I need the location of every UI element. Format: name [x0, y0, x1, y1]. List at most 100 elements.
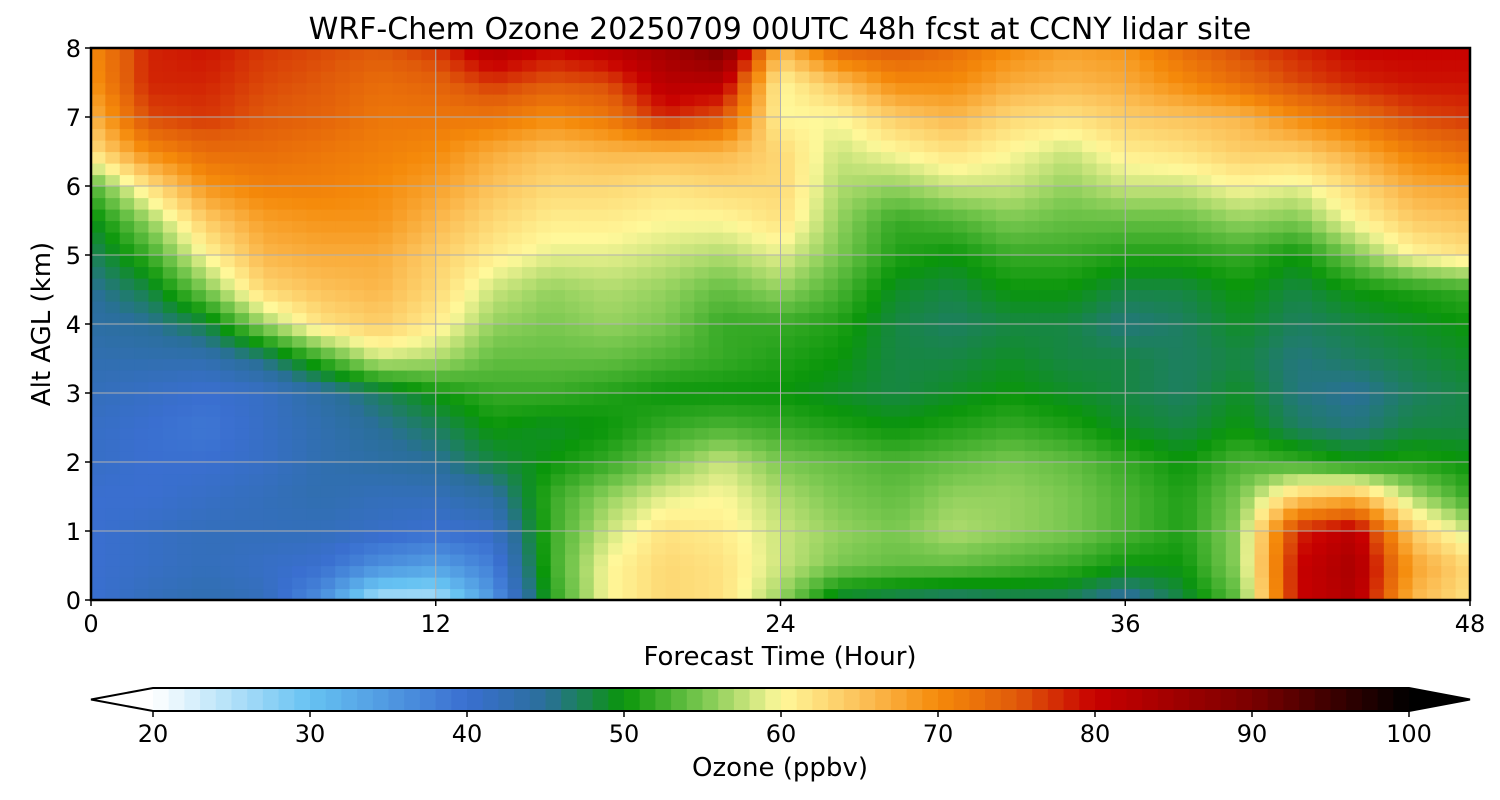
heatmap-cell [421, 301, 437, 314]
heatmap-cell [823, 324, 839, 337]
heatmap-cell [335, 48, 351, 61]
heatmap-cell [1067, 105, 1083, 118]
heatmap-cell [909, 209, 925, 222]
heatmap-cell [651, 82, 667, 95]
heatmap-cell [1211, 565, 1227, 578]
heatmap-cell [550, 197, 566, 210]
heatmap-cell [909, 255, 925, 268]
heatmap-cell [263, 324, 279, 337]
heatmap-cell [536, 289, 552, 302]
heatmap-cell [636, 588, 652, 600]
heatmap-cell [565, 358, 580, 371]
heatmap-cell [1426, 82, 1442, 95]
heatmap-cell [177, 243, 193, 256]
heatmap-cell [1082, 278, 1098, 291]
heatmap-cell [780, 450, 796, 463]
heatmap-cell [220, 197, 236, 210]
heatmap-cell [378, 151, 394, 164]
heatmap-cell [1153, 381, 1169, 394]
heatmap-cell [392, 71, 408, 84]
heatmap-cell [679, 577, 695, 590]
heatmap-cell [938, 450, 954, 463]
heatmap-cell [967, 278, 983, 291]
heatmap-cell [579, 370, 595, 383]
heatmap-cell [335, 163, 351, 176]
heatmap-cell [134, 71, 150, 84]
heatmap-cell [593, 312, 609, 325]
heatmap-cell [794, 588, 810, 600]
heatmap-cell [119, 358, 135, 371]
heatmap-cell [895, 416, 911, 429]
heatmap-cell [1039, 381, 1055, 394]
heatmap-cell [249, 554, 264, 567]
heatmap-cell [349, 59, 365, 72]
heatmap-cell [335, 105, 351, 118]
heatmap-cell [881, 473, 897, 486]
heatmap-cell [1441, 404, 1457, 417]
heatmap-cell [751, 335, 767, 348]
colorbar-segment [1252, 688, 1269, 711]
heatmap-cell [751, 289, 767, 302]
heatmap-cell [521, 427, 537, 440]
heatmap-cell [220, 163, 236, 176]
heatmap-cell [263, 347, 279, 360]
heatmap-cell [1067, 496, 1083, 509]
heatmap-cell [234, 370, 250, 383]
colorbar-segment [796, 688, 813, 711]
colorbar-tick-label: 30 [295, 720, 326, 748]
heatmap-cell [881, 485, 897, 498]
heatmap-cell [636, 381, 652, 394]
heatmap-cell [995, 59, 1011, 72]
heatmap-cell [593, 485, 609, 498]
heatmap-cell [205, 232, 221, 245]
heatmap-cell [809, 278, 825, 291]
heatmap-cell [91, 577, 106, 590]
heatmap-cell [1082, 358, 1098, 371]
heatmap-cell [1326, 404, 1342, 417]
heatmap-cell [636, 186, 652, 199]
heatmap-cell [1455, 128, 1470, 141]
colorbar-segment [1361, 688, 1379, 711]
heatmap-cell [1383, 416, 1399, 429]
heatmap-cell [1398, 59, 1414, 72]
heatmap-cell [392, 519, 408, 532]
heatmap-cell [177, 416, 193, 429]
heatmap-cell [895, 301, 911, 314]
heatmap-cell [1268, 82, 1284, 95]
heatmap-cell [277, 393, 293, 406]
heatmap-cell [177, 128, 193, 141]
heatmap-cell [1225, 462, 1241, 475]
heatmap-cell [579, 393, 595, 406]
heatmap-cell [794, 473, 810, 486]
heatmap-cell [450, 381, 466, 394]
heatmap-cell [909, 519, 925, 532]
heatmap-cell [191, 358, 207, 371]
heatmap-cell [1340, 71, 1356, 84]
heatmap-cell [478, 301, 494, 314]
heatmap-cell [91, 450, 106, 463]
heatmap-cell [766, 519, 782, 532]
heatmap-cell [191, 542, 207, 555]
heatmap-cell [938, 347, 954, 360]
heatmap-cell [1355, 508, 1371, 521]
heatmap-cell [1369, 82, 1385, 95]
heatmap-cell [349, 531, 365, 544]
heatmap-cell [277, 243, 293, 256]
heatmap-cell [1139, 416, 1155, 429]
heatmap-cell [478, 117, 494, 130]
heatmap-cell [967, 404, 983, 417]
heatmap-cell [1197, 473, 1213, 486]
heatmap-cell [579, 450, 595, 463]
heatmap-cell [1297, 301, 1313, 314]
heatmap-cell [766, 82, 782, 95]
heatmap-cell [234, 450, 250, 463]
heatmap-cell [493, 174, 509, 187]
heatmap-cell [1096, 174, 1112, 187]
heatmap-cell [1139, 439, 1155, 452]
heatmap-cell [191, 82, 207, 95]
heatmap-cell [205, 163, 221, 176]
heatmap-cell [119, 427, 135, 440]
heatmap-cell [1398, 416, 1414, 429]
heatmap-cell [1398, 439, 1414, 452]
heatmap-cell [1455, 105, 1470, 118]
